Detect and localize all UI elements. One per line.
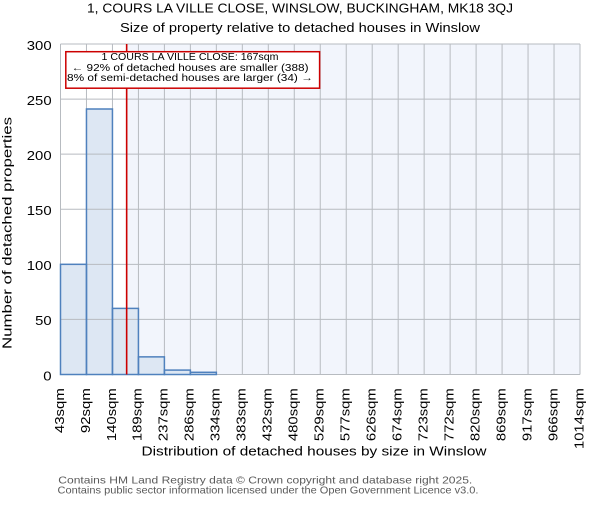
svg-text:529sqm: 529sqm <box>312 388 327 441</box>
svg-text:0: 0 <box>43 368 51 383</box>
svg-text:200: 200 <box>27 148 52 163</box>
svg-text:383sqm: 383sqm <box>234 388 249 441</box>
svg-text:723sqm: 723sqm <box>415 388 430 441</box>
svg-text:100: 100 <box>27 258 52 273</box>
svg-text:820sqm: 820sqm <box>467 388 482 441</box>
svg-text:334sqm: 334sqm <box>208 388 223 441</box>
svg-text:140sqm: 140sqm <box>104 388 119 441</box>
svg-text:674sqm: 674sqm <box>389 388 404 441</box>
svg-text:43sqm: 43sqm <box>52 388 67 433</box>
svg-text:237sqm: 237sqm <box>156 388 171 441</box>
svg-text:432sqm: 432sqm <box>260 388 275 441</box>
svg-text:Distribution of detached house: Distribution of detached houses by size … <box>142 444 488 459</box>
svg-text:189sqm: 189sqm <box>130 388 145 441</box>
svg-text:← 92% of detached houses are s: ← 92% of detached houses are smaller (38… <box>72 63 309 74</box>
svg-text:1, COURS LA VILLE CLOSE, WINSL: 1, COURS LA VILLE CLOSE, WINSLOW, BUCKIN… <box>87 0 513 15</box>
svg-text:286sqm: 286sqm <box>182 388 197 441</box>
svg-text:Contains public sector informa: Contains public sector information licen… <box>58 485 479 497</box>
svg-text:869sqm: 869sqm <box>493 388 508 441</box>
svg-text:250: 250 <box>27 93 52 108</box>
svg-text:Contains HM Land Registry data: Contains HM Land Registry data © Crown c… <box>58 474 472 486</box>
svg-text:50: 50 <box>35 313 52 328</box>
svg-text:150: 150 <box>27 203 52 218</box>
svg-text:1014sqm: 1014sqm <box>571 388 586 449</box>
svg-text:577sqm: 577sqm <box>338 388 353 441</box>
svg-text:966sqm: 966sqm <box>545 388 560 441</box>
svg-text:Number of detached properties: Number of detached properties <box>0 116 14 349</box>
svg-text:Size of property relative to d: Size of property relative to detached ho… <box>120 20 481 35</box>
svg-text:300: 300 <box>27 38 52 53</box>
svg-text:626sqm: 626sqm <box>364 388 379 441</box>
svg-text:1 COURS LA VILLE CLOSE: 167sqm: 1 COURS LA VILLE CLOSE: 167sqm <box>102 52 279 63</box>
svg-text:917sqm: 917sqm <box>519 388 534 441</box>
svg-text:92sqm: 92sqm <box>78 388 93 433</box>
svg-text:8% of semi-detached houses are: 8% of semi-detached houses are larger (3… <box>67 73 313 84</box>
svg-text:480sqm: 480sqm <box>286 388 301 441</box>
svg-text:772sqm: 772sqm <box>441 388 456 441</box>
